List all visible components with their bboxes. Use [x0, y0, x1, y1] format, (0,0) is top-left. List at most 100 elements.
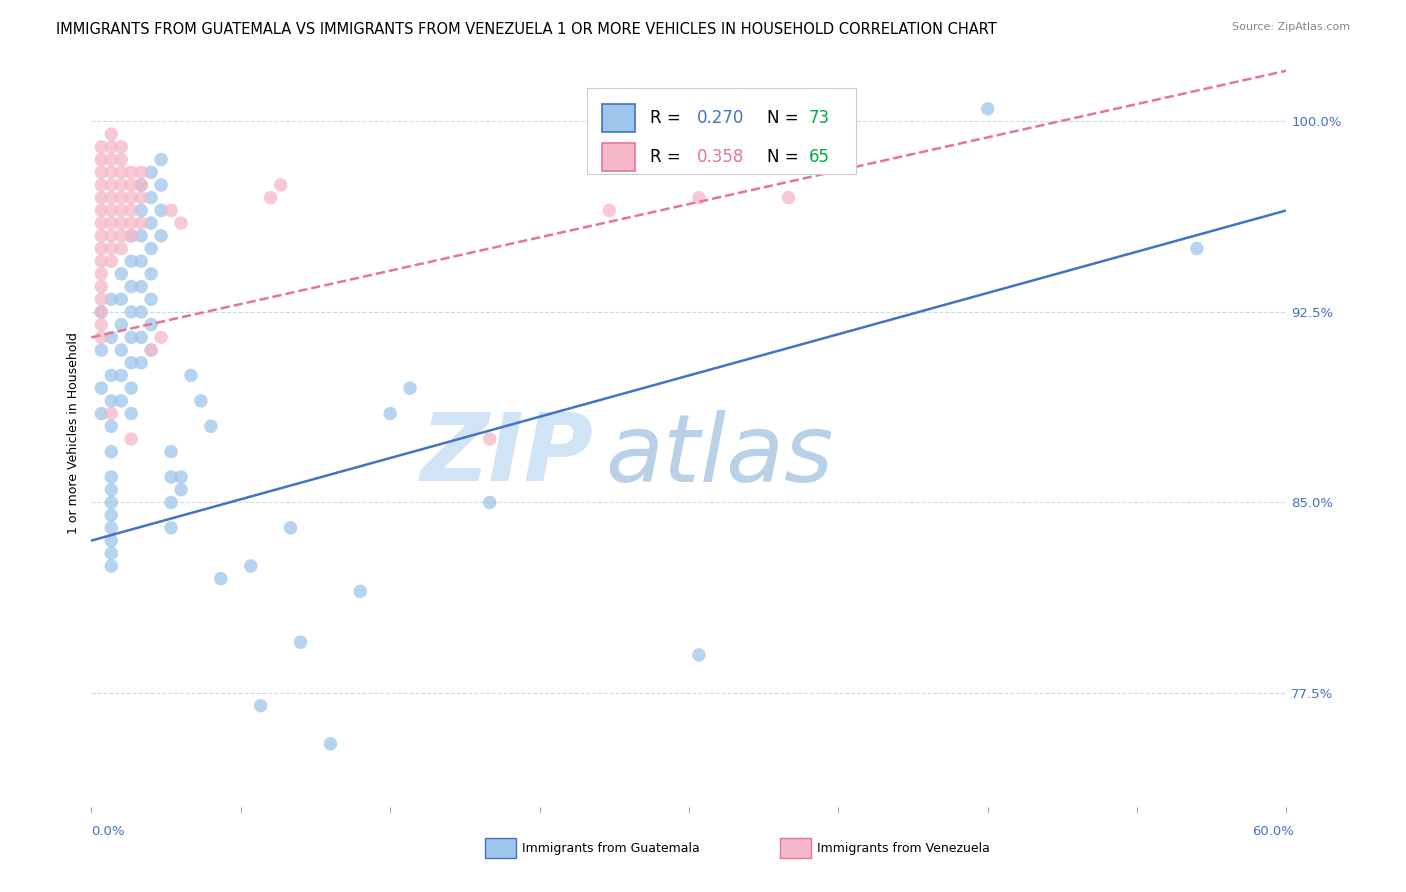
Text: IMMIGRANTS FROM GUATEMALA VS IMMIGRANTS FROM VENEZUELA 1 OR MORE VEHICLES IN HOU: IMMIGRANTS FROM GUATEMALA VS IMMIGRANTS …	[56, 22, 997, 37]
Point	[100, 546, 122, 560]
Point	[150, 330, 173, 344]
Point	[280, 521, 302, 535]
Point	[129, 254, 152, 268]
Text: atlas: atlas	[605, 409, 834, 500]
Point	[110, 178, 132, 192]
Point	[100, 533, 122, 548]
Point	[778, 191, 800, 205]
Point	[180, 368, 202, 383]
Point	[129, 356, 152, 370]
Point	[120, 432, 142, 446]
Point	[129, 165, 152, 179]
Point	[478, 432, 501, 446]
Point	[141, 242, 162, 256]
Point	[129, 203, 152, 218]
Point	[120, 228, 142, 243]
Point	[90, 293, 112, 307]
Point	[160, 444, 183, 458]
Point	[129, 330, 152, 344]
Point	[150, 178, 173, 192]
Point	[90, 242, 112, 256]
Point	[190, 393, 212, 408]
Point	[100, 242, 122, 256]
Point	[141, 267, 162, 281]
Point	[90, 330, 112, 344]
Point	[100, 228, 122, 243]
Point	[120, 178, 142, 192]
Text: 0.358: 0.358	[697, 148, 745, 166]
Point	[141, 293, 162, 307]
Point	[90, 191, 112, 205]
Point	[129, 178, 152, 192]
Point	[100, 483, 122, 497]
Point	[90, 267, 112, 281]
Point	[141, 343, 162, 357]
Point	[290, 635, 312, 649]
FancyBboxPatch shape	[602, 143, 636, 171]
Point	[100, 191, 122, 205]
Point	[170, 483, 193, 497]
Point	[90, 216, 112, 230]
Point	[110, 318, 132, 332]
Point	[160, 495, 183, 509]
Point	[110, 293, 132, 307]
FancyBboxPatch shape	[588, 88, 856, 174]
Point	[141, 191, 162, 205]
Text: 73: 73	[808, 109, 830, 127]
Point	[90, 153, 112, 167]
Text: 65: 65	[808, 148, 830, 166]
Point	[110, 343, 132, 357]
Point	[110, 165, 132, 179]
Point	[100, 508, 122, 523]
Point	[120, 356, 142, 370]
Point	[378, 407, 402, 421]
Point	[100, 558, 122, 573]
Point	[100, 393, 122, 408]
Point	[90, 407, 112, 421]
Point	[110, 203, 132, 218]
FancyBboxPatch shape	[602, 103, 636, 132]
Point	[160, 521, 183, 535]
Point	[100, 495, 122, 509]
Point	[150, 203, 173, 218]
Point	[100, 419, 122, 434]
Point	[100, 444, 122, 458]
Point	[120, 216, 142, 230]
Text: R =: R =	[650, 148, 686, 166]
Point	[100, 127, 122, 141]
Point	[100, 254, 122, 268]
Point	[110, 153, 132, 167]
Point	[170, 470, 193, 484]
Point	[141, 343, 162, 357]
Point	[100, 178, 122, 192]
Point	[110, 228, 132, 243]
Point	[478, 495, 501, 509]
Point	[259, 191, 281, 205]
Point	[150, 228, 173, 243]
Point	[90, 140, 112, 154]
Text: 0.0%: 0.0%	[91, 825, 125, 838]
Point	[110, 140, 132, 154]
Point	[120, 330, 142, 344]
Text: Source: ZipAtlas.com: Source: ZipAtlas.com	[1232, 22, 1350, 32]
Point	[209, 572, 232, 586]
Text: Immigrants from Guatemala: Immigrants from Guatemala	[522, 842, 699, 855]
Point	[1185, 242, 1208, 256]
Point	[90, 254, 112, 268]
Point	[100, 165, 122, 179]
Point	[100, 203, 122, 218]
Point	[598, 203, 620, 218]
Point	[110, 191, 132, 205]
Point	[239, 558, 262, 573]
Text: 0.270: 0.270	[697, 109, 745, 127]
Point	[90, 343, 112, 357]
Point	[120, 228, 142, 243]
Point	[129, 216, 152, 230]
Point	[120, 305, 142, 319]
Point	[90, 305, 112, 319]
Y-axis label: 1 or more Vehicles in Household: 1 or more Vehicles in Household	[66, 332, 80, 533]
Point	[141, 165, 162, 179]
Text: N =: N =	[766, 148, 803, 166]
Point	[170, 216, 193, 230]
Point	[249, 698, 271, 713]
